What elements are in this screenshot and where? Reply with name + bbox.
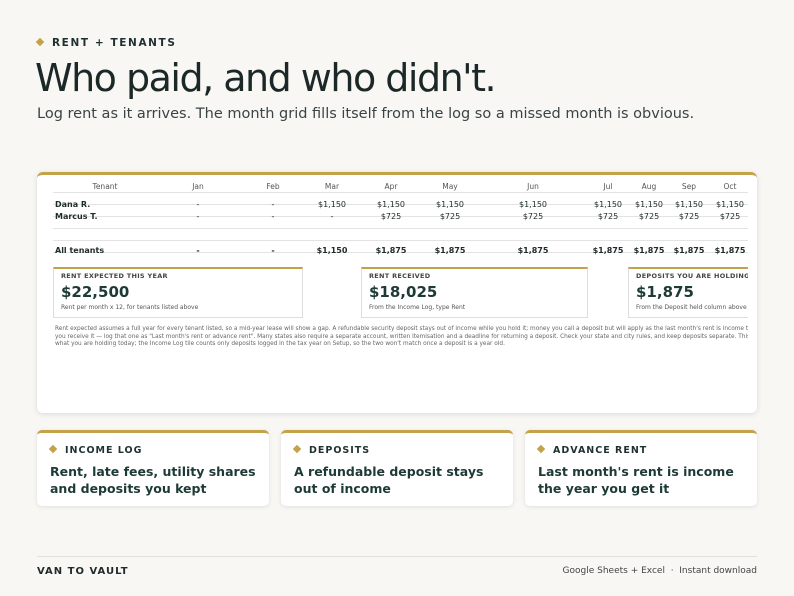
total-cell: $1,875 <box>633 246 665 255</box>
card-label: INCOME LOG <box>48 444 256 456</box>
column-header: Oct <box>723 182 737 191</box>
summary-tile: RENT EXPECTED THIS YEAR $22,500 Rent per m… <box>53 267 303 318</box>
row-line <box>53 252 748 253</box>
card-text: Rent, late fees, utility shares and depo… <box>50 464 256 496</box>
tile-label: RENT RECEIVED <box>369 272 431 280</box>
title: Who paid, and who didn't. <box>35 56 497 100</box>
footer-info: Google Sheets + Excel · Instant download <box>562 566 757 576</box>
sheet-panel: Tenant Jan Feb Mar Apr May Jun Jul Aug Sep Oct Dana… <box>37 172 757 413</box>
cell: $725 <box>522 212 544 221</box>
total-cell: $1,875 <box>517 246 549 255</box>
card-label-text: ADVANCE RENT <box>553 445 648 456</box>
feature-card: ADVANCE RENT Last month's rent is income … <box>525 430 757 506</box>
cell: - <box>196 212 200 221</box>
column-header: Sep <box>681 182 697 191</box>
summary-tile: DEPOSITS YOU ARE HOLDING $1,875 From the D… <box>628 267 748 318</box>
cell: - <box>196 200 200 209</box>
cell: - <box>330 212 334 221</box>
tile-value: $18,025 <box>369 283 438 301</box>
column-header: Mar <box>324 182 340 191</box>
column-header: Jun <box>527 182 539 191</box>
cell: $1,150 <box>716 200 744 209</box>
cell: $1,150 <box>436 200 464 209</box>
footer-item: Google Sheets + Excel <box>562 566 665 576</box>
tile-label: DEPOSITS YOU ARE HOLDING <box>636 272 748 280</box>
divider <box>37 556 757 557</box>
cell: - <box>271 200 275 209</box>
column-header: Apr <box>384 182 398 191</box>
cell: - <box>271 212 275 221</box>
diamond <box>48 444 58 454</box>
column-header: Feb <box>266 182 280 191</box>
total-cell: - <box>271 246 275 255</box>
card-label: ADVANCE RENT <box>536 444 744 456</box>
total-cell: - <box>196 246 200 255</box>
cell: Marcus T. <box>55 212 98 221</box>
column-header: Jul <box>603 182 613 191</box>
total-cell: $1,150 <box>316 246 348 255</box>
cell: $725 <box>719 212 741 221</box>
tile-note: Rent per month x 12, for tenants listed … <box>61 304 199 311</box>
cell: $1,150 <box>675 200 703 209</box>
card-label-text: INCOME LOG <box>65 445 143 456</box>
card-label-text: DEPOSITS <box>309 445 371 456</box>
eyebrow-text: RENT + TENANTS <box>52 37 177 49</box>
tile-value: $22,500 <box>61 283 130 301</box>
eyebrow: RENT + TENANTS <box>35 37 177 49</box>
card-text: Last month's rent is income the year you… <box>538 464 734 496</box>
cell: Dana R. <box>55 200 91 209</box>
column-header: Aug <box>641 182 657 191</box>
row-line <box>53 240 748 241</box>
total-cell: $1,875 <box>592 246 624 255</box>
total-cell: $1,875 <box>714 246 746 255</box>
cell: $725 <box>638 212 660 221</box>
tile-value: $1,875 <box>636 283 694 301</box>
card-label: DEPOSITS <box>292 444 500 456</box>
subtitle: Log rent as it arrives. The month grid f… <box>37 106 695 122</box>
cell: $725 <box>678 212 700 221</box>
cell: $1,150 <box>318 200 346 209</box>
cell: $1,150 <box>594 200 622 209</box>
cell: $725 <box>439 212 461 221</box>
sheet: Tenant Jan Feb Mar Apr May Jun Jul Aug Sep Oct Dana… <box>37 175 748 413</box>
column-header: Jan <box>192 182 204 191</box>
tile-note: From the Income Log, type Rent <box>369 304 466 311</box>
cell: $725 <box>597 212 619 221</box>
footnote: Rent expected assumes a full year for ev… <box>55 326 748 347</box>
cell: $1,150 <box>635 200 663 209</box>
tile-label: RENT EXPECTED THIS YEAR <box>61 272 168 280</box>
total-cell: $1,875 <box>375 246 407 255</box>
total-cell: All tenants <box>55 246 105 255</box>
total-cell: $1,875 <box>673 246 705 255</box>
brand: VAN TO VAULT <box>37 566 129 577</box>
cell: $1,150 <box>519 200 547 209</box>
row-line <box>53 204 748 205</box>
cell: $1,150 <box>377 200 405 209</box>
column-header: Tenant <box>92 182 118 191</box>
cell: $725 <box>380 212 402 221</box>
footer-item: Instant download <box>679 566 757 576</box>
feature-card: INCOME LOG Rent, late fees, utility share… <box>37 430 269 506</box>
diamond <box>292 444 302 454</box>
row-line <box>53 216 748 217</box>
row-line <box>53 228 748 229</box>
tile-note: From the Deposit held column above <box>636 304 747 311</box>
column-header: May <box>442 182 458 191</box>
summary-tile: RENT RECEIVED $18,025 From the Income Log,… <box>361 267 588 318</box>
row-line <box>53 192 748 193</box>
diamond <box>536 444 546 454</box>
total-cell: $1,875 <box>434 246 466 255</box>
card-text: A refundable deposit stays out of income <box>294 464 484 496</box>
feature-card: DEPOSITS A refundable deposit stays out o… <box>281 430 513 506</box>
